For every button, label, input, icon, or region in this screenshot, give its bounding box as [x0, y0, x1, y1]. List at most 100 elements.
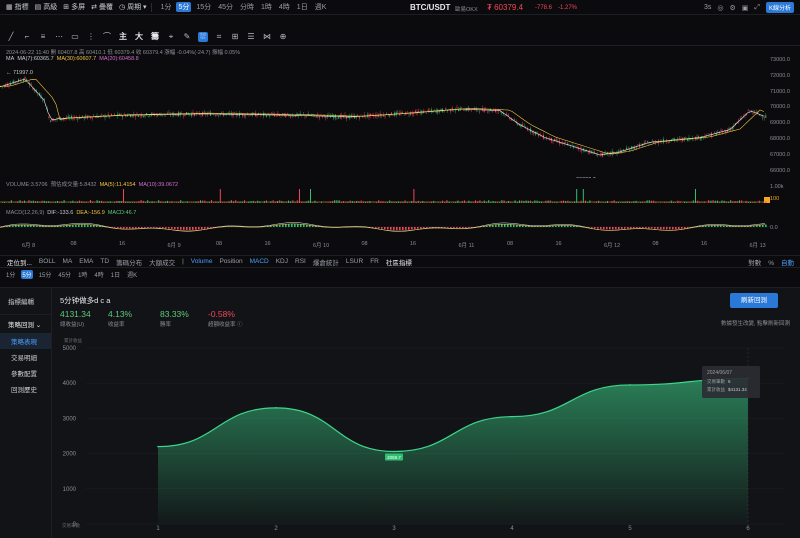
macd-chart[interactable] [0, 210, 770, 238]
indicator-MACD[interactable]: MACD [249, 258, 269, 265]
indicator-2[interactable]: MA [62, 258, 73, 265]
indicator-FR[interactable]: FR [370, 258, 379, 265]
draw-tool-icon[interactable]: 主 [119, 32, 127, 41]
indicator-1[interactable]: BOLL [38, 258, 56, 265]
draw-tool-icon[interactable]: ✎ [183, 32, 191, 41]
backtest-menu-item[interactable]: 交易明細 [11, 355, 37, 362]
backtest-menu-item[interactable]: 策略表現 [0, 333, 51, 349]
timeframe-15分[interactable]: 15分 [196, 4, 212, 11]
draw-tool-icon[interactable]: ⊕ [279, 32, 287, 41]
menu-compare[interactable]: ⇄ 疊覆 [91, 2, 113, 12]
timeframe-1分[interactable]: 1分 [160, 4, 172, 11]
candle-body [622, 149, 624, 151]
volume-bar [695, 189, 696, 203]
menu-layout[interactable]: ▤ 高級 [35, 2, 58, 12]
settings-icon[interactable]: ⚙ [729, 4, 736, 12]
period-1時[interactable]: 1時 [78, 273, 88, 279]
timeframe-週K[interactable]: 週K [314, 4, 327, 11]
candle-body [733, 125, 735, 128]
volume-chart[interactable] [0, 180, 770, 210]
draw-tool-icon[interactable]: ☰ [247, 32, 255, 41]
macd-histogram-bar [204, 227, 206, 229]
candle-body [80, 117, 82, 119]
period-週K[interactable]: 週K [127, 273, 138, 279]
candle-body [438, 110, 440, 113]
draw-tool-icon[interactable]: ⌗ [216, 32, 222, 41]
draw-tool-icon[interactable]: ⋯ [55, 32, 63, 41]
timeframe-5分[interactable]: 5分 [176, 2, 192, 12]
draw-tool-icon[interactable]: ▭ [71, 32, 79, 41]
draw-tool-icon[interactable]: ╱ [8, 32, 14, 41]
macd-histogram-bar [378, 227, 380, 229]
candle-body [704, 135, 706, 139]
axis-option-%[interactable]: % [768, 259, 774, 267]
period-4時[interactable]: 4時 [94, 273, 104, 279]
candle-body [414, 110, 416, 113]
camera-icon[interactable]: ◎ [717, 4, 724, 12]
timeframe-1日[interactable]: 1日 [296, 4, 308, 11]
macd-histogram-bar [39, 225, 41, 227]
draw-tool-icon[interactable]: ≡ [40, 32, 46, 41]
refresh-rate[interactable]: 3s [703, 4, 712, 11]
backtest-menu-item[interactable]: 回測歷史 [11, 387, 37, 394]
axis-option-自動[interactable]: 自動 [781, 259, 794, 267]
axis-option-對數[interactable]: 對數 [748, 259, 762, 267]
draw-tool-icon[interactable]: ⌒ [103, 32, 111, 41]
k-analysis-button[interactable]: K線分析 [765, 2, 794, 13]
period-1分[interactable]: 1分 [6, 273, 16, 279]
volume-bar [686, 201, 688, 203]
macd-histogram-bar [156, 227, 158, 228]
indicator-4[interactable]: TD [100, 258, 110, 265]
indicator-KDJ[interactable]: KDJ [275, 258, 288, 265]
draw-tool-icon[interactable]: 籌 [151, 32, 159, 41]
period-15分[interactable]: 15分 [38, 273, 52, 279]
fullscreen-icon[interactable]: ⤢ [754, 3, 760, 11]
strategy-backtest-group[interactable]: 策略回測 ⌄ [8, 322, 42, 329]
indicator-3[interactable]: EMA [79, 258, 94, 265]
refresh-backtest-button[interactable]: 刷新回測 [730, 293, 778, 308]
draw-tool-icon[interactable]: ⛆ [198, 32, 208, 42]
menu-period[interactable]: ◷ 周期 ▾ [119, 2, 147, 12]
pair-title[interactable]: BTC/USDT [410, 3, 451, 12]
timeframe-1時[interactable]: 1時 [260, 4, 272, 11]
draw-tool-icon[interactable]: 大 [135, 32, 143, 41]
candle-body [274, 114, 276, 117]
menu-multi-chart[interactable]: ⊞ 多屏 [63, 2, 85, 12]
draw-tool-icon[interactable]: ⋮ [87, 32, 95, 41]
indicator-爆倉統計[interactable]: 爆倉統計 [312, 259, 339, 267]
indicator-RSI[interactable]: RSI [295, 258, 306, 265]
period-1日[interactable]: 1日 [110, 273, 121, 279]
draw-tool-icon[interactable]: ⌐ [24, 32, 30, 41]
macd-histogram-bar [561, 225, 563, 227]
indicator-Volume[interactable]: Volume [190, 258, 213, 265]
macd-histogram-bar [168, 227, 170, 229]
timeframe-4時[interactable]: 4時 [278, 4, 290, 11]
timeframe-分時[interactable]: 分時 [239, 4, 254, 11]
period-5分[interactable]: 5分 [21, 270, 33, 279]
macd-histogram-bar [720, 225, 722, 227]
layout-icon[interactable]: ▣ [741, 4, 749, 12]
volume-bar [569, 201, 571, 203]
volume-bar [486, 202, 487, 203]
indicator-edit-tab[interactable]: 指標編輯 [0, 288, 51, 315]
volume-bar [670, 200, 672, 203]
macd-histogram-bar [678, 227, 680, 230]
menu-grid[interactable]: ▦ 指標 [6, 2, 29, 12]
draw-tool-icon[interactable]: ⋈ [263, 32, 271, 41]
candle-body [482, 108, 484, 111]
indicator-6[interactable]: 大額成交 [149, 259, 176, 267]
volume-bar [358, 201, 360, 203]
indicator-0[interactable]: 定位到... [7, 259, 32, 267]
timeframe-45分[interactable]: 45分 [218, 4, 233, 11]
indicator-LSUR[interactable]: LSUR [345, 258, 364, 265]
indicator-Position[interactable]: Position [219, 258, 243, 265]
community-indicators[interactable]: 社區指標 [385, 259, 412, 267]
backtest-menu-item[interactable]: 參數配置 [11, 371, 37, 378]
candle-body [538, 133, 540, 136]
draw-tool-icon[interactable]: ⊞ [231, 32, 239, 41]
period-45分[interactable]: 45分 [58, 273, 72, 279]
indicator-5[interactable]: 籌碼分布 [116, 259, 143, 267]
candlestick-chart[interactable]: ← 71997.0 66000.0 → [0, 46, 770, 178]
draw-tool-icon[interactable]: ⌖ [168, 32, 174, 41]
